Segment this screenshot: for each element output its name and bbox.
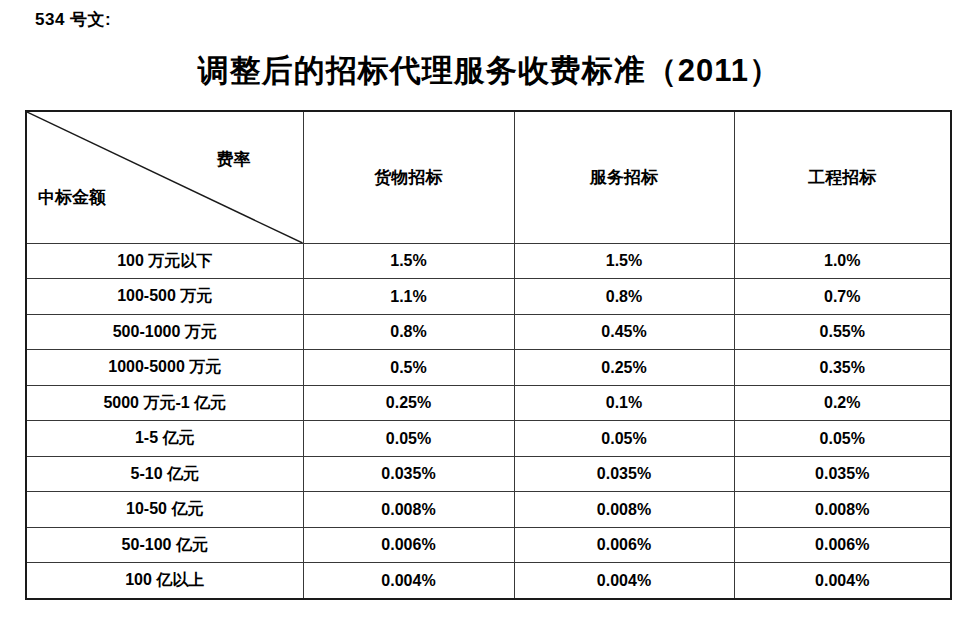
fee-rate-table: 费率 中标金额 货物招标 服务招标 工程招标 100 万元以下 1.5% 1.5… [25, 110, 952, 600]
cell-services-rate: 0.45% [514, 314, 734, 349]
row-label: 1000-5000 万元 [26, 350, 303, 385]
row-label: 500-1000 万元 [26, 314, 303, 349]
cell-goods-rate: 0.035% [303, 456, 514, 491]
row-label: 100 亿以上 [26, 563, 303, 599]
cell-engineering-rate: 0.7% [734, 279, 951, 314]
diagonal-split-header-cell: 费率 中标金额 [26, 111, 303, 244]
row-label: 50-100 亿元 [26, 527, 303, 562]
row-label: 5-10 亿元 [26, 456, 303, 491]
table-row: 100 万元以下 1.5% 1.5% 1.0% [26, 244, 951, 279]
cell-services-rate: 0.006% [514, 527, 734, 562]
page-title: 调整后的招标代理服务收费标准（2011） [0, 50, 979, 92]
cell-engineering-rate: 0.05% [734, 421, 951, 456]
cell-goods-rate: 0.004% [303, 563, 514, 599]
cell-services-rate: 0.25% [514, 350, 734, 385]
corner-label-bid-amount: 中标金额 [38, 186, 106, 209]
cell-services-rate: 0.8% [514, 279, 734, 314]
document-ref-number: 534 号文: [35, 8, 111, 31]
cell-services-rate: 0.004% [514, 563, 734, 599]
table-row: 100-500 万元 1.1% 0.8% 0.7% [26, 279, 951, 314]
table-row: 50-100 亿元 0.006% 0.006% 0.006% [26, 527, 951, 562]
table-row: 500-1000 万元 0.8% 0.45% 0.55% [26, 314, 951, 349]
cell-engineering-rate: 1.0% [734, 244, 951, 279]
cell-goods-rate: 1.5% [303, 244, 514, 279]
cell-services-rate: 0.035% [514, 456, 734, 491]
cell-engineering-rate: 0.35% [734, 350, 951, 385]
row-label: 100 万元以下 [26, 244, 303, 279]
column-header-goods: 货物招标 [303, 111, 514, 244]
row-label: 1-5 亿元 [26, 421, 303, 456]
cell-services-rate: 0.008% [514, 492, 734, 527]
cell-goods-rate: 0.05% [303, 421, 514, 456]
cell-services-rate: 0.1% [514, 385, 734, 420]
cell-goods-rate: 0.25% [303, 385, 514, 420]
cell-engineering-rate: 0.006% [734, 527, 951, 562]
cell-goods-rate: 0.5% [303, 350, 514, 385]
cell-engineering-rate: 0.035% [734, 456, 951, 491]
row-label: 5000 万元-1 亿元 [26, 385, 303, 420]
row-label: 10-50 亿元 [26, 492, 303, 527]
corner-label-fee-rate: 费率 [217, 148, 251, 171]
cell-goods-rate: 0.008% [303, 492, 514, 527]
cell-goods-rate: 0.006% [303, 527, 514, 562]
table-row: 1000-5000 万元 0.5% 0.25% 0.35% [26, 350, 951, 385]
cell-goods-rate: 1.1% [303, 279, 514, 314]
cell-engineering-rate: 0.55% [734, 314, 951, 349]
cell-engineering-rate: 0.004% [734, 563, 951, 599]
table-header-row: 费率 中标金额 货物招标 服务招标 工程招标 [26, 111, 951, 244]
column-header-engineering: 工程招标 [734, 111, 951, 244]
cell-engineering-rate: 0.008% [734, 492, 951, 527]
table-row: 5000 万元-1 亿元 0.25% 0.1% 0.2% [26, 385, 951, 420]
cell-services-rate: 1.5% [514, 244, 734, 279]
table-row: 5-10 亿元 0.035% 0.035% 0.035% [26, 456, 951, 491]
row-label: 100-500 万元 [26, 279, 303, 314]
diagonal-divider-line [27, 112, 303, 243]
document-page: 534 号文: 调整后的招标代理服务收费标准（2011） 费率 中标金额 货物招… [0, 0, 979, 629]
cell-services-rate: 0.05% [514, 421, 734, 456]
table-row: 1-5 亿元 0.05% 0.05% 0.05% [26, 421, 951, 456]
cell-goods-rate: 0.8% [303, 314, 514, 349]
column-header-services: 服务招标 [514, 111, 734, 244]
table-row: 100 亿以上 0.004% 0.004% 0.004% [26, 563, 951, 599]
cell-engineering-rate: 0.2% [734, 385, 951, 420]
table-row: 10-50 亿元 0.008% 0.008% 0.008% [26, 492, 951, 527]
